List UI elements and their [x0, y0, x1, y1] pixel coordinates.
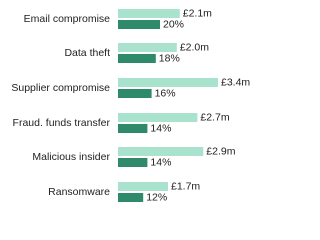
bar [118, 9, 180, 18]
category-label: Data theft [64, 47, 110, 59]
value-label: 16% [155, 87, 176, 99]
bar [118, 113, 198, 122]
value-label: 14% [150, 122, 171, 134]
value-label: £2.7m [200, 111, 229, 123]
bar [118, 193, 144, 202]
bar [118, 54, 156, 63]
value-label: 20% [163, 18, 184, 30]
value-label: £3.4m [221, 76, 250, 88]
category-label: Email compromise [24, 13, 111, 25]
value-label: 18% [159, 52, 180, 64]
bar [118, 147, 204, 156]
value-label: 14% [150, 156, 171, 168]
value-label: 12% [146, 191, 167, 203]
bar [118, 124, 148, 133]
category-label: Malicious insider [32, 151, 110, 163]
bar [118, 89, 152, 98]
category-label: Fraud. funds transfer [13, 117, 111, 129]
bar [118, 182, 168, 191]
value-label: £1.7m [171, 180, 200, 192]
bar [118, 43, 177, 52]
category-label: Supplier compromise [11, 82, 110, 94]
category-label: Ransomware [48, 186, 110, 198]
value-label: £2.1m [183, 7, 212, 19]
value-label: £2.0m [180, 41, 209, 53]
bar [118, 20, 160, 29]
value-label: £2.9m [206, 145, 235, 157]
bar [118, 78, 218, 87]
bar [118, 158, 148, 167]
